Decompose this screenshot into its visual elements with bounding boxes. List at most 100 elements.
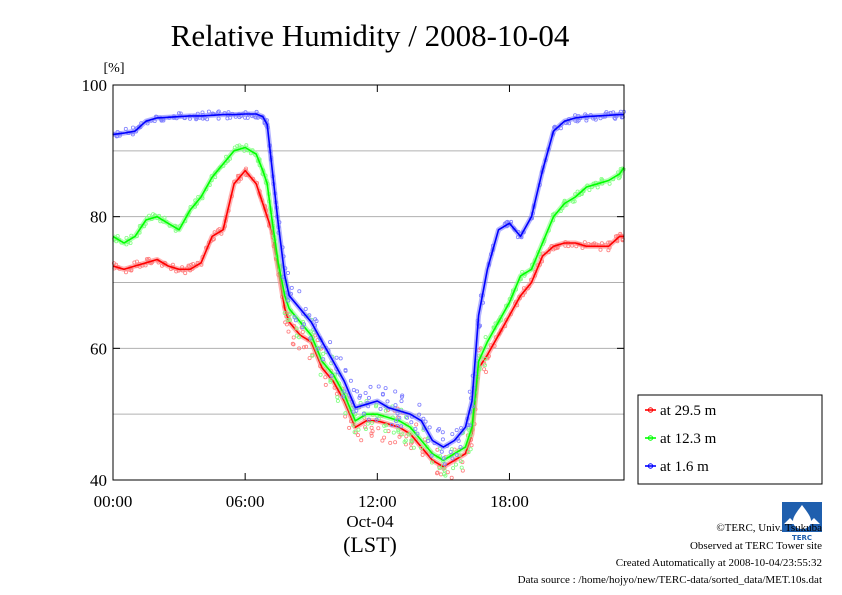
sample-point (393, 403, 398, 408)
sample-point (453, 462, 458, 467)
sample-point (378, 406, 383, 411)
sample-point (399, 399, 404, 404)
sample-point (291, 335, 296, 340)
legend-label: at 1.6 m (660, 459, 709, 475)
sample-point (366, 395, 371, 400)
sample-point (454, 428, 459, 433)
sample-point (348, 378, 353, 383)
sample-point (482, 367, 487, 372)
sample-point (439, 449, 444, 454)
sample-point (427, 425, 432, 430)
x-axis-unit-label: (LST) (343, 532, 397, 557)
sample-point (301, 322, 306, 327)
sample-point (183, 271, 188, 276)
sample-point (409, 420, 414, 425)
sample-point (369, 425, 374, 430)
sample-point (445, 470, 450, 475)
sample-point (434, 471, 439, 476)
x-tick-label: 06:00 (226, 492, 265, 511)
sample-point (328, 340, 333, 345)
sample-point (343, 367, 348, 372)
sample-point (380, 392, 385, 397)
sample-point (438, 472, 443, 477)
sample-point (363, 426, 368, 431)
sample-point (417, 412, 422, 417)
sample-point (352, 430, 357, 435)
sample-point (304, 344, 309, 349)
sample-point (287, 312, 292, 317)
sample-point (409, 438, 414, 443)
sample-point (393, 389, 398, 394)
sample-point (414, 422, 419, 427)
sample-point (380, 438, 385, 443)
sample-point (442, 468, 447, 473)
sample-point (382, 435, 387, 440)
sample-point (405, 415, 410, 420)
sample-point (296, 335, 301, 340)
sample-point (450, 456, 455, 461)
sample-point (374, 417, 379, 422)
sample-point (334, 355, 339, 360)
sample-point (328, 379, 333, 384)
sample-point (483, 356, 488, 361)
sample-point (347, 425, 352, 430)
sample-point (376, 416, 381, 421)
sample-point (383, 386, 388, 391)
sample-point (393, 440, 398, 445)
y-tick-label: 80 (90, 208, 107, 227)
legend-label: at 12.3 m (660, 431, 717, 447)
sample-point (458, 445, 463, 450)
sample-point (389, 422, 394, 427)
sample-point (468, 447, 473, 452)
y-axis-unit: [%] (104, 61, 125, 76)
sample-point (383, 408, 388, 413)
sample-point (286, 298, 291, 303)
sample-point (413, 426, 418, 431)
sample-point (300, 329, 305, 334)
sample-point (391, 430, 396, 435)
sample-point (483, 369, 488, 374)
sample-point (417, 402, 422, 407)
sample-point (382, 423, 387, 428)
series-line (112, 113, 624, 448)
sample-point (459, 465, 464, 470)
footer-observed: Observed at TERC Tower site (690, 540, 822, 552)
sample-point (437, 426, 442, 431)
sample-point (393, 418, 398, 423)
sample-point (301, 345, 306, 350)
footer-copyright: ©TERC, Univ. Tsukuba (716, 522, 822, 534)
x-tick-label: 00:00 (94, 492, 133, 511)
sample-point (355, 433, 360, 438)
sample-point (308, 336, 313, 341)
series-line (112, 169, 624, 468)
sample-point (359, 438, 364, 443)
plot-frame (112, 84, 625, 481)
sample-point (451, 466, 456, 471)
sample-point (361, 411, 366, 416)
series-band (111, 145, 627, 463)
sample-point (370, 429, 375, 434)
sample-point (399, 424, 404, 429)
mountain-icon (784, 518, 820, 524)
terc-logo: TERC (782, 502, 822, 542)
sample-point (411, 445, 416, 450)
sample-point (294, 326, 299, 331)
sample-point (307, 356, 312, 361)
sample-point (355, 389, 360, 394)
sample-point (357, 395, 362, 400)
footer: ©TERC, Univ. Tsukuba Observed at TERC To… (518, 522, 822, 586)
sample-point (397, 415, 402, 420)
sample-point (458, 459, 463, 464)
y-tick-label: 60 (90, 339, 107, 358)
sample-point (369, 420, 374, 425)
sample-point (343, 414, 348, 419)
sample-point (318, 372, 323, 377)
sample-point (335, 395, 340, 400)
chart-title: Relative Humidity / 2008-10-04 (171, 18, 570, 53)
sample-point (440, 437, 445, 442)
grid-lines (113, 150, 624, 415)
footer-created: Created Automatically at 2008-10-04/23:5… (616, 557, 822, 569)
sample-point (282, 311, 287, 316)
legend-label: at 29.5 m (660, 403, 717, 419)
series-band (112, 111, 624, 450)
